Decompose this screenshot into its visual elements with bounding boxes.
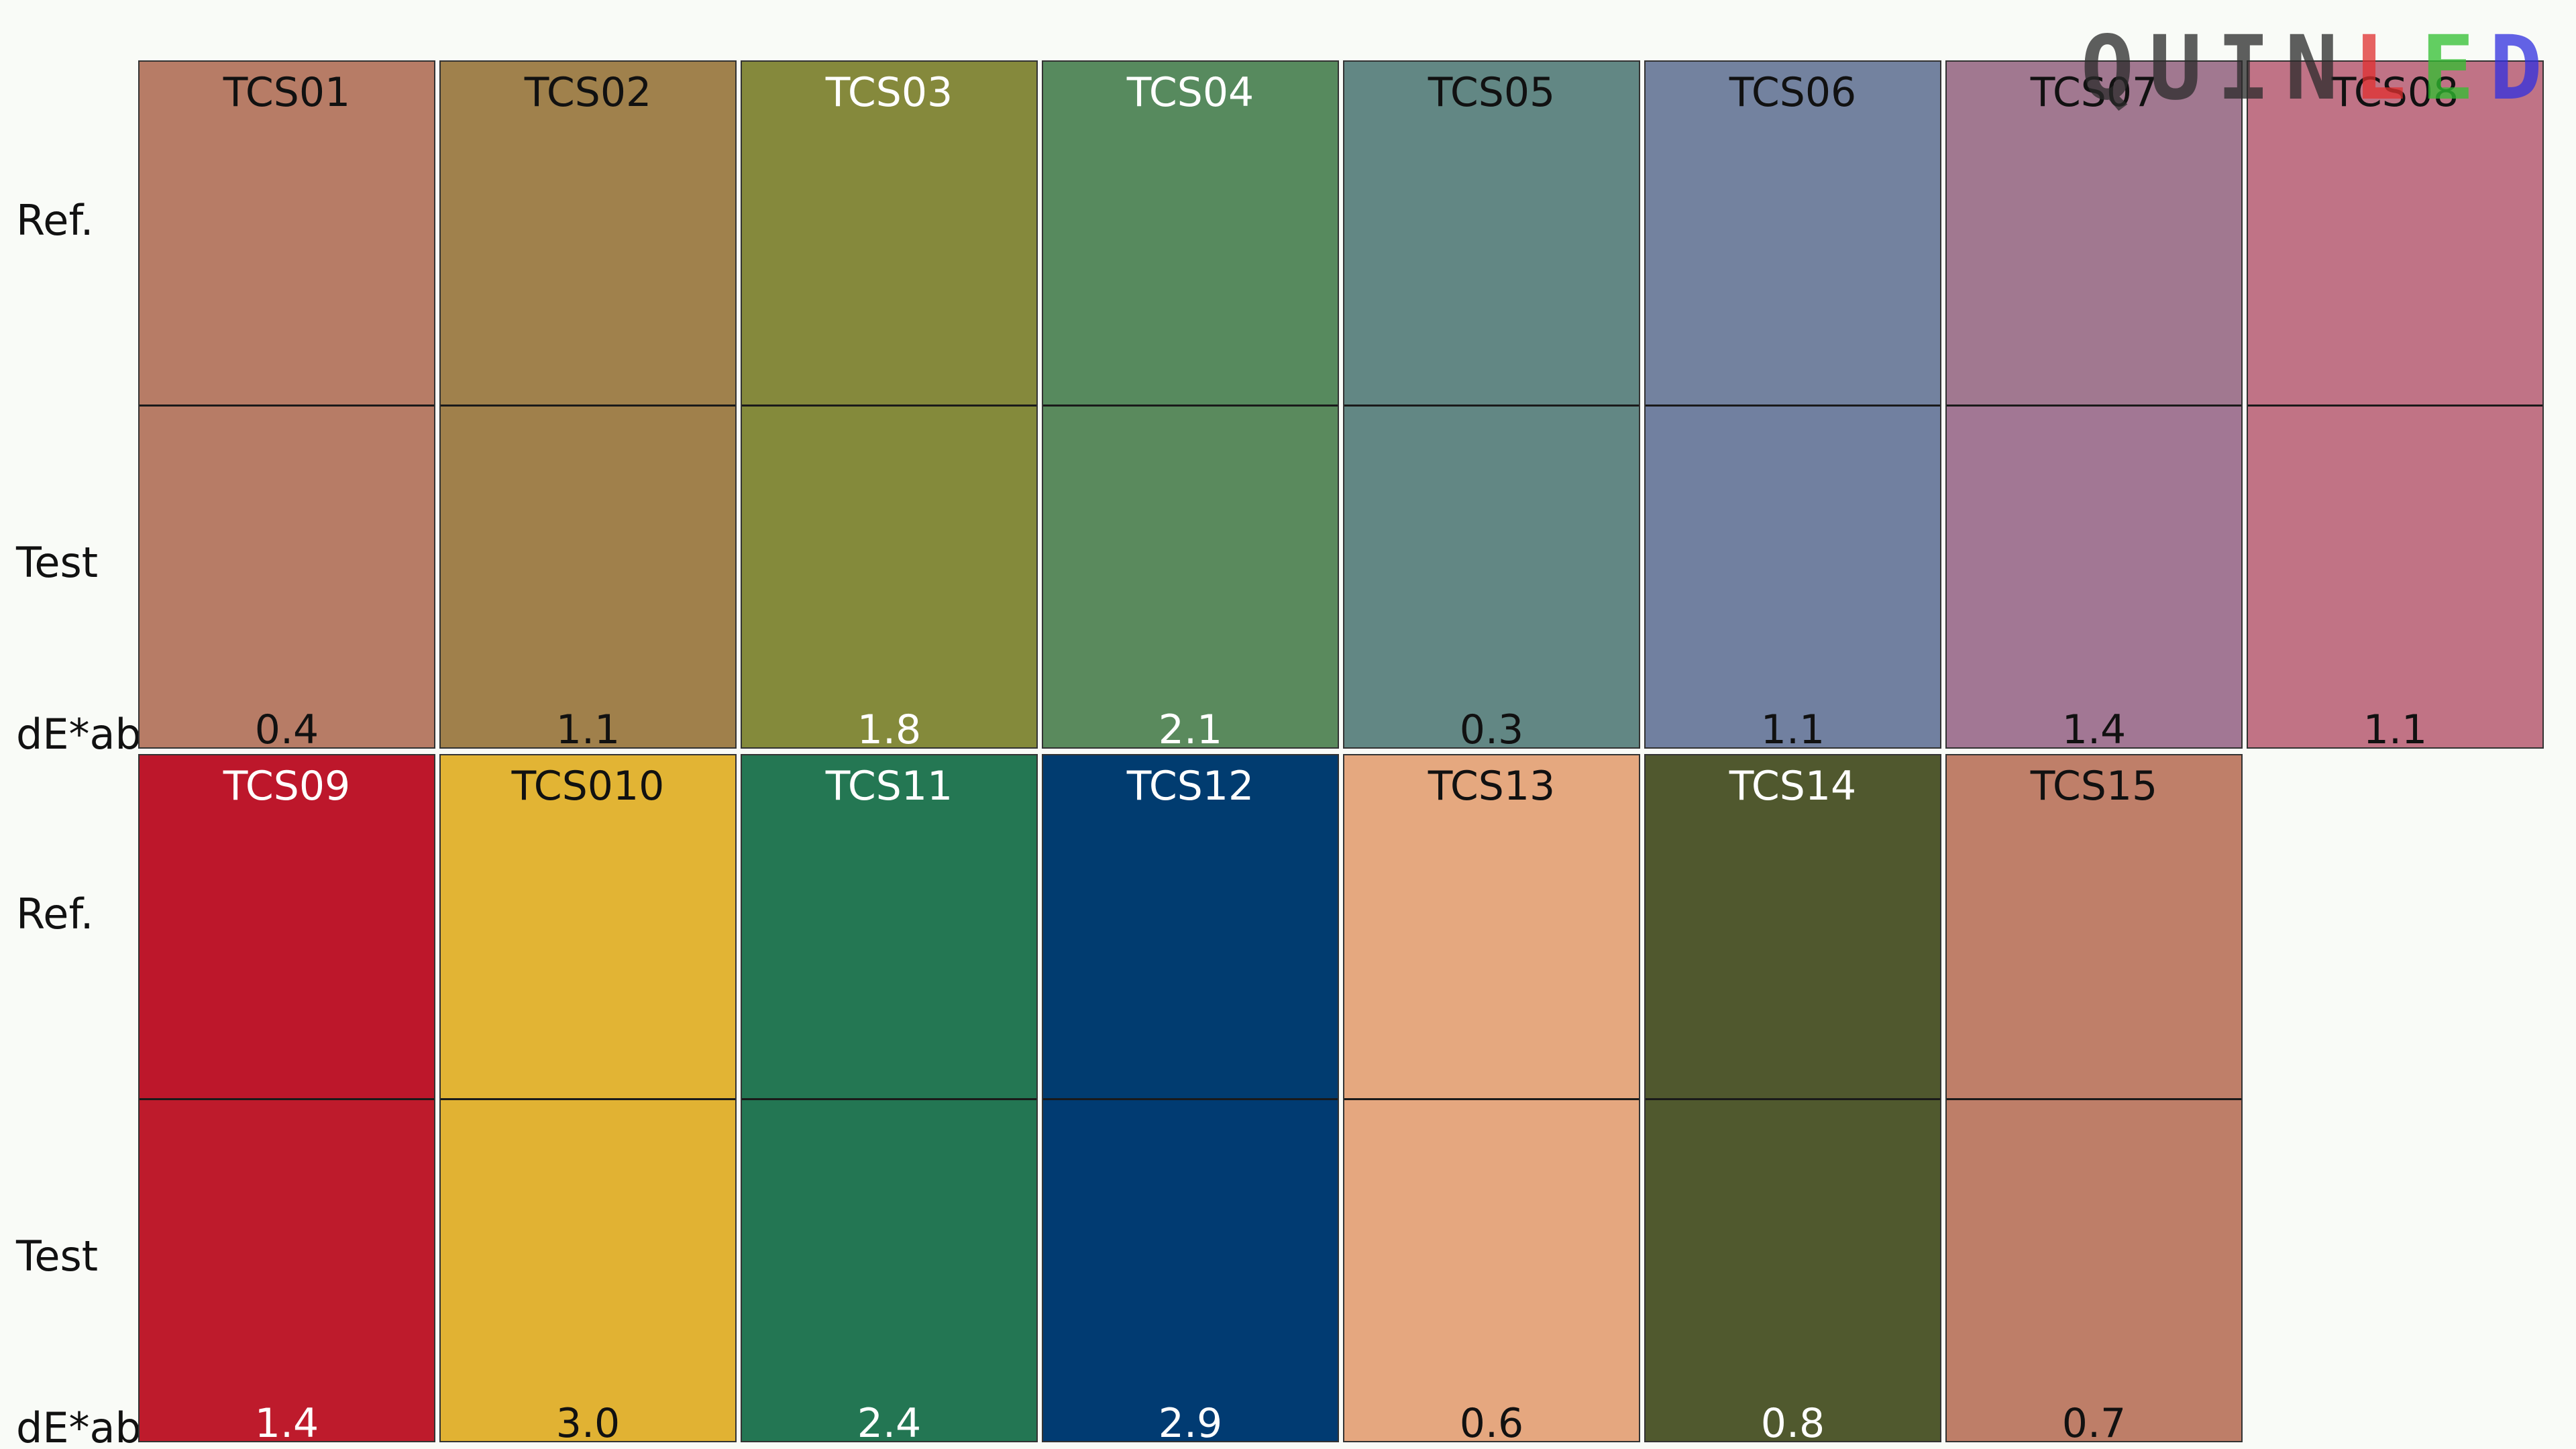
swatch-de-value: 1.1	[555, 706, 621, 749]
logo-letter: Q	[2080, 17, 2149, 120]
swatch-ref-half	[140, 755, 434, 1098]
swatch-tcs04: TCS04 2.1	[1042, 60, 1339, 749]
swatch-name-label: TCS02	[524, 69, 652, 116]
swatch-de-value: 3.0	[555, 1400, 621, 1442]
swatch-test-half	[140, 1098, 434, 1441]
swatch-test-half	[742, 405, 1036, 747]
swatch-ref-half	[1947, 62, 2241, 405]
swatch-tcs15: TCS15 0.7	[1945, 754, 2243, 1442]
swatch-ref-half	[1043, 62, 1338, 405]
swatch-test-half	[1344, 1098, 1639, 1441]
logo-letter: D	[2489, 17, 2557, 120]
row-label-de-2: dE*ab	[16, 1403, 142, 1449]
swatch-name-label: TCS06	[1729, 69, 1857, 116]
swatch-tcs11: TCS11 2.4	[741, 754, 1038, 1442]
swatch-de-value: 0.6	[1459, 1400, 1524, 1442]
swatch-name-label: TCS14	[1729, 763, 1857, 810]
swatch-de-value: 1.8	[857, 706, 922, 749]
swatch-test-half	[1646, 405, 1940, 747]
swatch-ref-half	[1646, 755, 1940, 1098]
swatch-ref-half	[742, 755, 1036, 1098]
swatch-name-label: TCS05	[1428, 69, 1556, 116]
swatch-ref-half	[1344, 755, 1639, 1098]
swatch-test-half	[441, 1098, 735, 1441]
swatch-tcs02: TCS02 1.1	[439, 60, 737, 749]
swatch-test-half	[441, 405, 735, 747]
swatch-name-label: TCS11	[825, 763, 953, 810]
swatch-name-label: TCS08	[2331, 69, 2459, 116]
swatch-tcs07: TCS07 1.4	[1945, 60, 2243, 749]
swatch-name-label: TCS04	[1126, 69, 1254, 116]
swatch-de-value: 1.1	[2363, 706, 2428, 749]
swatch-de-value: 0.3	[1459, 706, 1524, 749]
row-label-test-1: Test	[16, 538, 99, 587]
swatch-tcs06: TCS06 1.1	[1644, 60, 1941, 749]
swatch-test-half	[2248, 405, 2542, 747]
swatch-tcs14: TCS14 0.8	[1644, 754, 1941, 1442]
swatch-tcs13: TCS13 0.6	[1343, 754, 1640, 1442]
swatch-tcs09: TCS09 1.4	[138, 754, 435, 1442]
swatch-ref-half	[1043, 755, 1338, 1098]
swatch-ref-half	[140, 62, 434, 405]
logo-letter: N	[2285, 17, 2353, 120]
swatch-tcs03: TCS03 1.8	[741, 60, 1038, 749]
swatch-tcs05: TCS05 0.3	[1343, 60, 1640, 749]
swatch-name-label: TCS03	[825, 69, 953, 116]
swatch-test-half	[1344, 405, 1639, 747]
swatch-de-value: 2.9	[1158, 1400, 1223, 1442]
swatch-test-half	[742, 1098, 1036, 1441]
swatch-name-label: TCS01	[223, 69, 351, 116]
swatch-de-value: 1.4	[254, 1400, 319, 1442]
swatch-name-label: TCS15	[2030, 763, 2158, 810]
swatch-test-half	[1043, 1098, 1338, 1441]
swatch-ref-half	[1344, 62, 1639, 405]
swatch-ref-half	[441, 62, 735, 405]
swatch-de-value: 0.4	[254, 706, 319, 749]
row-label-test-2: Test	[16, 1232, 99, 1281]
logo-letter: U	[2149, 17, 2217, 120]
swatch-test-half	[1043, 405, 1338, 747]
row-label-ref-2: Ref.	[16, 890, 94, 938]
logo-letter: E	[2421, 17, 2489, 120]
swatch-de-value: 0.8	[1760, 1400, 1825, 1442]
swatch-name-label: TCS12	[1126, 763, 1254, 810]
row-label-de-1: dE*ab	[16, 710, 142, 759]
swatch-tcs08: TCS08 1.1	[2247, 60, 2544, 749]
swatch-de-value: 1.4	[2061, 706, 2127, 749]
swatch-test-half	[1646, 1098, 1940, 1441]
swatch-test-half	[1947, 1098, 2241, 1441]
swatch-ref-half	[1947, 755, 2241, 1098]
swatch-tcs010: TCS010 3.0	[439, 754, 737, 1442]
swatch-ref-half	[441, 755, 735, 1098]
swatch-ref-half	[1646, 62, 1940, 405]
row-label-ref-1: Ref.	[16, 196, 94, 245]
swatch-de-value: 1.1	[1760, 706, 1825, 749]
swatch-name-label: TCS13	[1428, 763, 1556, 810]
swatch-name-label: TCS010	[511, 763, 665, 810]
swatch-de-value: 2.1	[1158, 706, 1223, 749]
swatch-name-label: TCS07	[2030, 69, 2158, 116]
swatch-tcs01: TCS01 0.4	[138, 60, 435, 749]
swatch-name-label: TCS09	[223, 763, 351, 810]
swatch-test-half	[140, 405, 434, 747]
swatch-ref-half	[2248, 62, 2542, 405]
logo-letter: L	[2353, 17, 2422, 120]
swatch-test-half	[1947, 405, 2241, 747]
swatch-ref-half	[742, 62, 1036, 405]
swatch-tcs12: TCS12 2.9	[1042, 754, 1339, 1442]
logo-letter: I	[2216, 17, 2286, 120]
swatch-de-value: 2.4	[857, 1400, 922, 1442]
swatch-de-value: 0.7	[2061, 1400, 2127, 1442]
